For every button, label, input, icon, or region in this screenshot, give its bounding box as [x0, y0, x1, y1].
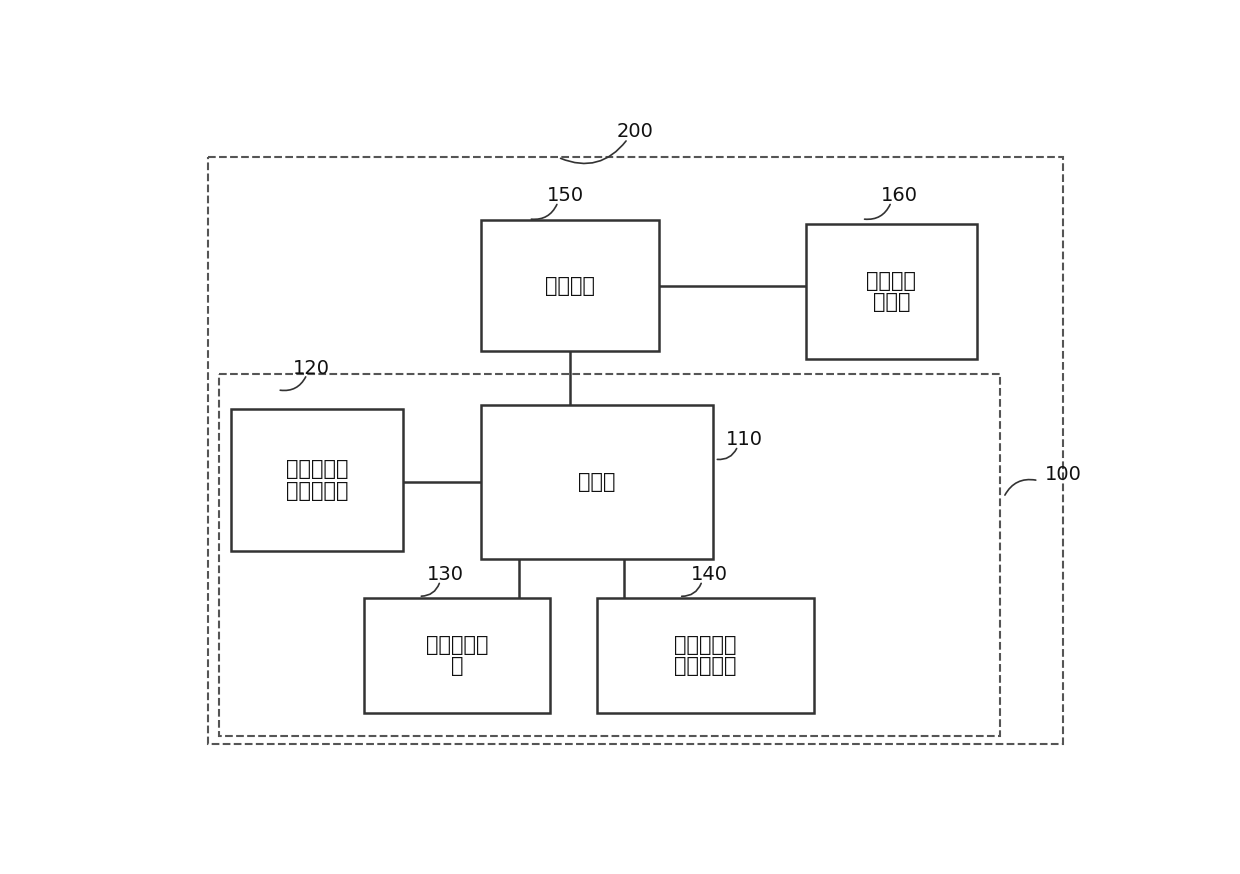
Bar: [365, 598, 551, 713]
Text: 控制器: 控制器: [578, 472, 615, 492]
Bar: [231, 409, 403, 551]
Text: 150: 150: [547, 186, 584, 205]
Bar: [481, 406, 713, 559]
Text: 波检测单元: 波检测单元: [285, 481, 348, 501]
Text: 130: 130: [427, 565, 464, 584]
Text: 140: 140: [691, 565, 728, 584]
Bar: [481, 220, 658, 351]
Bar: [207, 157, 1063, 744]
Text: 120: 120: [293, 358, 330, 378]
Text: 160: 160: [880, 186, 918, 205]
Bar: [218, 374, 999, 736]
Text: 驱动开关: 驱动开关: [544, 276, 595, 295]
Text: 温度检测单: 温度检测单: [427, 635, 489, 655]
Text: 100: 100: [1044, 465, 1081, 484]
Text: 母线电容纹: 母线电容纹: [285, 460, 348, 480]
Text: 馈调节单元: 馈调节单元: [675, 656, 737, 676]
Text: 输出电压反: 输出电压反: [675, 635, 737, 655]
Text: 元: 元: [451, 656, 464, 676]
Text: 200: 200: [618, 122, 653, 142]
Bar: [596, 598, 813, 713]
Text: 串联谐振: 串联谐振: [867, 271, 916, 291]
Text: 110: 110: [725, 430, 763, 449]
Text: 变换器: 变换器: [873, 293, 910, 312]
Bar: [806, 225, 977, 359]
